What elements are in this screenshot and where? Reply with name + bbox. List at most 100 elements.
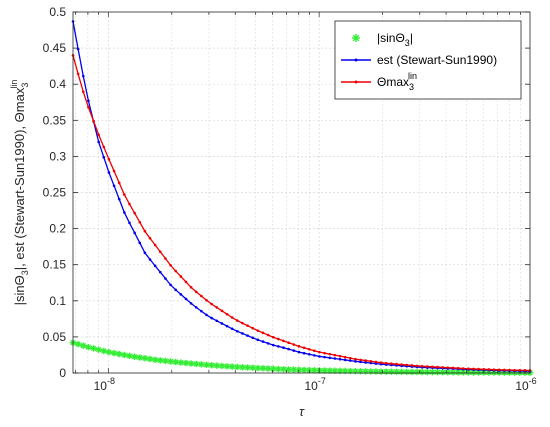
data-point (131, 353, 138, 360)
data-point (354, 357, 357, 361)
data-point (270, 365, 277, 372)
data-point (158, 250, 162, 254)
data-point (343, 355, 347, 359)
data-point (256, 329, 260, 332)
asterisk-stroke (178, 359, 184, 366)
asterisk-stroke (101, 348, 107, 354)
data-point (446, 366, 450, 369)
data-point (295, 366, 303, 373)
asterisk-stroke (270, 366, 276, 372)
data-point (148, 236, 152, 240)
data-point (184, 297, 188, 301)
data-point (307, 347, 311, 351)
data-point (390, 362, 393, 365)
asterisk-stroke (434, 369, 441, 375)
data-point (105, 348, 113, 356)
data-point (472, 367, 475, 371)
data-point (80, 342, 87, 349)
data-point (133, 211, 136, 215)
asterisk-stroke (193, 361, 199, 367)
data-point (271, 343, 275, 347)
asterisk-stroke (260, 365, 266, 372)
legend-entry-1: |sinΘ3| (352, 31, 413, 48)
asterisk-stroke (131, 353, 138, 360)
asterisk-stroke (80, 342, 87, 349)
data-point (467, 367, 470, 371)
asterisk-stroke (214, 362, 220, 369)
data-point (415, 364, 419, 368)
data-point (148, 258, 152, 261)
legend-marker (354, 58, 358, 62)
data-point (359, 358, 362, 362)
data-point (189, 302, 193, 305)
data-point (282, 339, 285, 343)
data-point (266, 342, 270, 345)
data-point (384, 361, 388, 365)
data-point (102, 156, 106, 159)
asterisk-stroke (311, 367, 318, 373)
legend-marker (354, 80, 358, 84)
data-point (112, 169, 116, 173)
y-axis-label-sub-1: 3 (20, 270, 30, 275)
data-point (117, 181, 121, 185)
asterisk-stroke (414, 369, 420, 375)
series-3 (71, 54, 532, 372)
y-tick-label: 0.2 (49, 222, 66, 236)
data-point (95, 346, 102, 353)
asterisk-stroke (95, 346, 102, 353)
data-point (436, 365, 439, 369)
y-tick-labels: 0 0.05 0.1 0.15 0.2 0.25 0.3 0.35 0.4 0.45 0.5 (43, 5, 67, 380)
asterisk-stroke (137, 354, 143, 361)
data-point (477, 367, 480, 371)
legend: |sinΘ3| est (Stewart-Sun1990) Θmax3lin (334, 20, 522, 100)
data-point (487, 368, 491, 371)
data-point (110, 349, 118, 357)
asterisk-stroke (255, 365, 261, 371)
x-axis-label: τ (299, 404, 305, 419)
data-point (225, 312, 229, 316)
data-point (117, 197, 121, 201)
data-point (369, 359, 373, 363)
data-point (146, 355, 154, 363)
data-point (266, 333, 270, 337)
asterisk-stroke (291, 366, 297, 373)
data-point (313, 354, 316, 357)
data-point (249, 364, 256, 371)
data-point (215, 306, 219, 309)
data-point (364, 361, 367, 364)
asterisk-stroke (106, 349, 112, 355)
data-point (179, 275, 183, 278)
data-point (374, 360, 378, 364)
asterisk-stroke (296, 367, 302, 373)
data-point (126, 352, 133, 360)
y-axis-label: |sinΘ3|, est (Stewart-Sun1990), Θmax3lin (9, 80, 30, 306)
data-point (151, 356, 159, 363)
data-point (143, 251, 147, 255)
data-point (174, 288, 177, 292)
asterisk-stroke (491, 369, 497, 376)
y-tick-label: 0.25 (43, 186, 67, 200)
y-tick-label: 0.35 (43, 113, 67, 127)
data-point (100, 347, 108, 355)
data-point (343, 358, 347, 362)
x-tick-label: 10-7 (304, 376, 325, 393)
legend-label: |sinΘ3| (377, 31, 413, 48)
data-point (179, 293, 183, 296)
asterisk-stroke (404, 369, 410, 375)
data-point (297, 345, 301, 348)
asterisk-stroke (419, 369, 425, 375)
data-point (513, 368, 516, 372)
data-point (172, 358, 179, 366)
data-point (318, 350, 321, 354)
data-point (497, 368, 501, 372)
data-point (194, 306, 198, 309)
asterisk-stroke (439, 369, 446, 375)
y-axis-label-sup-2: lin (9, 80, 19, 89)
data-point (123, 193, 126, 196)
asterisk-stroke (486, 369, 492, 376)
asterisk-stroke (183, 360, 189, 366)
data-point (482, 367, 486, 371)
data-point (302, 346, 306, 350)
data-point (223, 363, 231, 370)
